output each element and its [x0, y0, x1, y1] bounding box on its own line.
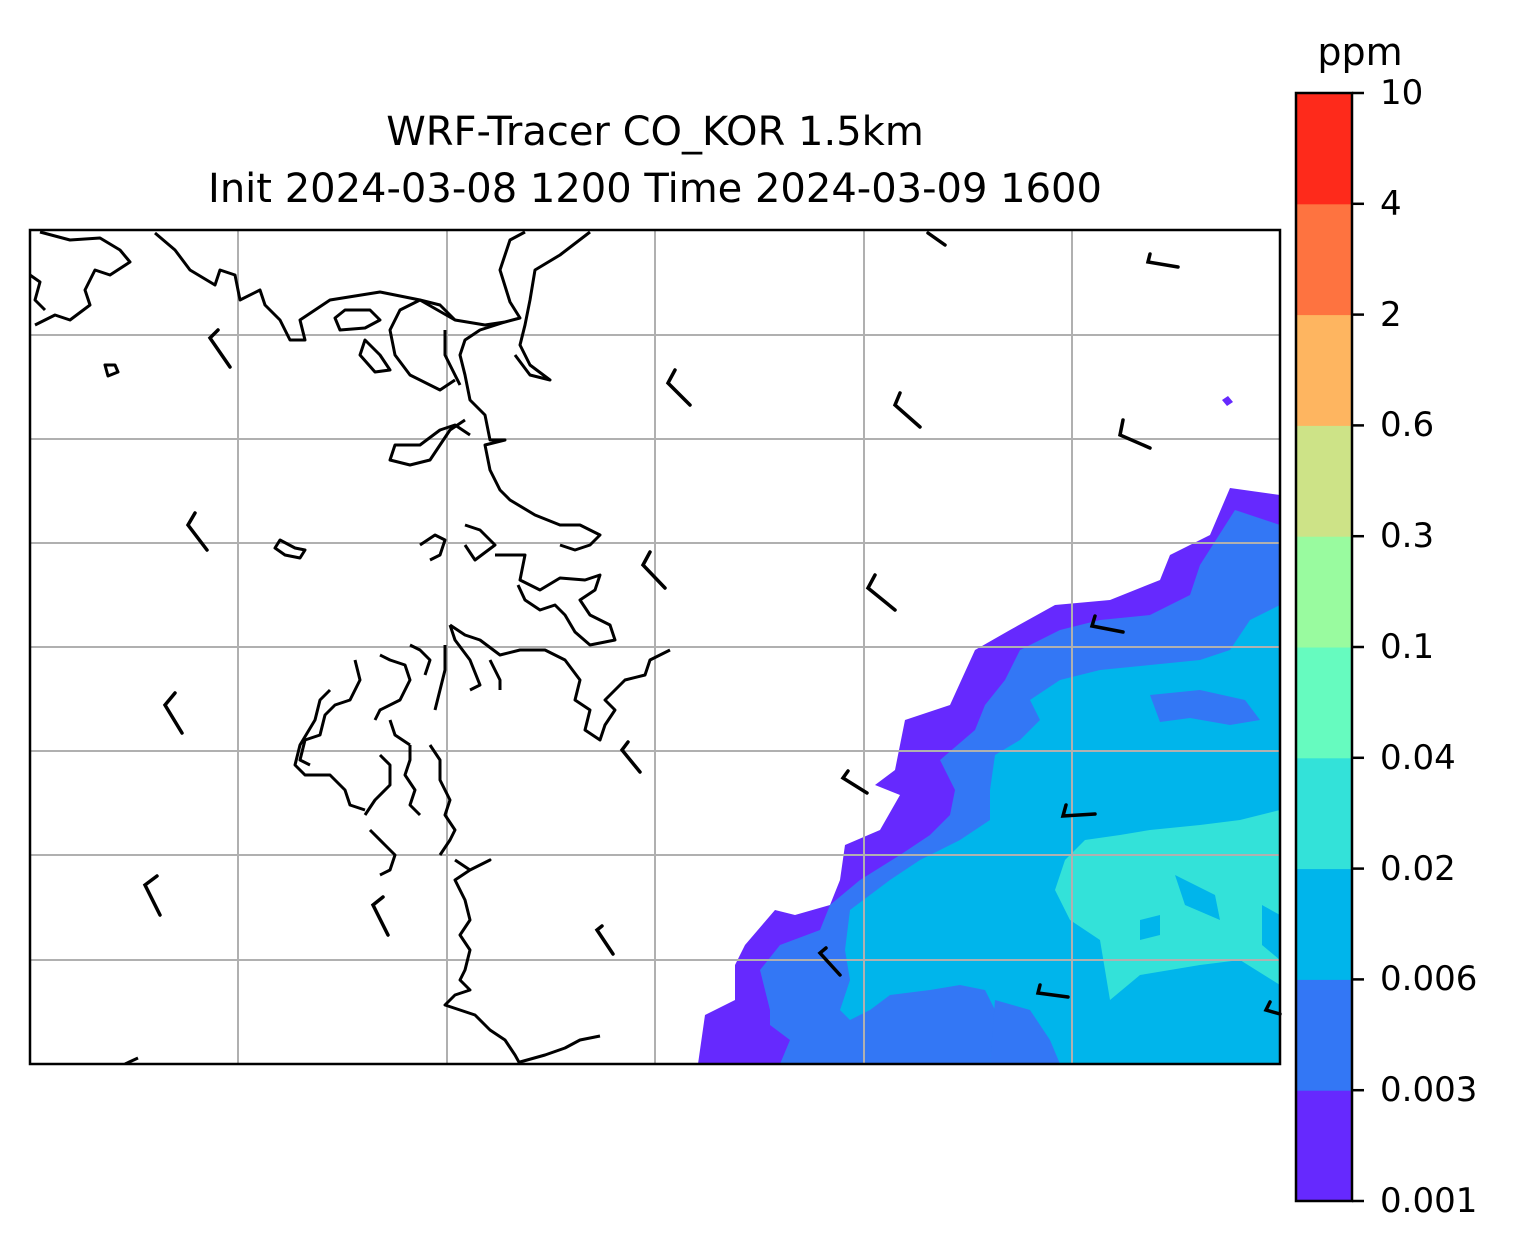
colorbar-tick-label: 2 [1380, 294, 1402, 335]
colorbar-segment-4 [1296, 647, 1352, 759]
colorbar-tick-label: 0.003 [1380, 1070, 1478, 1111]
colorbar-tick-label: 10 [1380, 73, 1424, 113]
colorbar-segment-7 [1296, 314, 1352, 426]
colorbar-tick-label: 0.001 [1380, 1181, 1478, 1221]
colorbar-segment-6 [1296, 425, 1352, 537]
contour-level-0-02 [1055, 810, 1280, 1000]
colorbar-segment-0 [1296, 1090, 1352, 1202]
colorbar-tick-label: 0.1 [1380, 627, 1435, 667]
colorbar-tick-label: 0.04 [1380, 737, 1456, 778]
colorbar-segment-1 [1296, 979, 1352, 1091]
colorbar-segment-3 [1296, 757, 1352, 870]
colorbar-unit-label: ppm [1317, 30, 1403, 74]
colorbar-tick-label: 0.3 [1380, 516, 1435, 557]
colorbar-segment-9 [1296, 93, 1352, 205]
colorbar-tick-label: 0.02 [1380, 848, 1456, 889]
map-title-line1: WRF-Tracer CO_KOR 1.5km [386, 109, 924, 155]
colorbar [1296, 93, 1352, 1202]
map-title-line2: Init 2024-03-08 1200 Time 2024-03-09 160… [208, 166, 1102, 212]
colorbar-tick-label: 0.6 [1380, 405, 1435, 446]
colorbar-segment-8 [1296, 203, 1352, 316]
concentration-field [698, 396, 1280, 1064]
colorbar-segment-2 [1296, 868, 1352, 980]
map-frame [28, 228, 1282, 1066]
gridlines [30, 230, 1280, 1064]
colorbar-tick-label: 4 [1380, 183, 1402, 224]
wind-barbs [142, 231, 1282, 1016]
colorbar-tick-label: 0.006 [1380, 959, 1478, 1000]
colorbar-segment-5 [1296, 536, 1352, 648]
colorbar-ticks [1352, 91, 1364, 1203]
coastline [30, 230, 671, 1064]
